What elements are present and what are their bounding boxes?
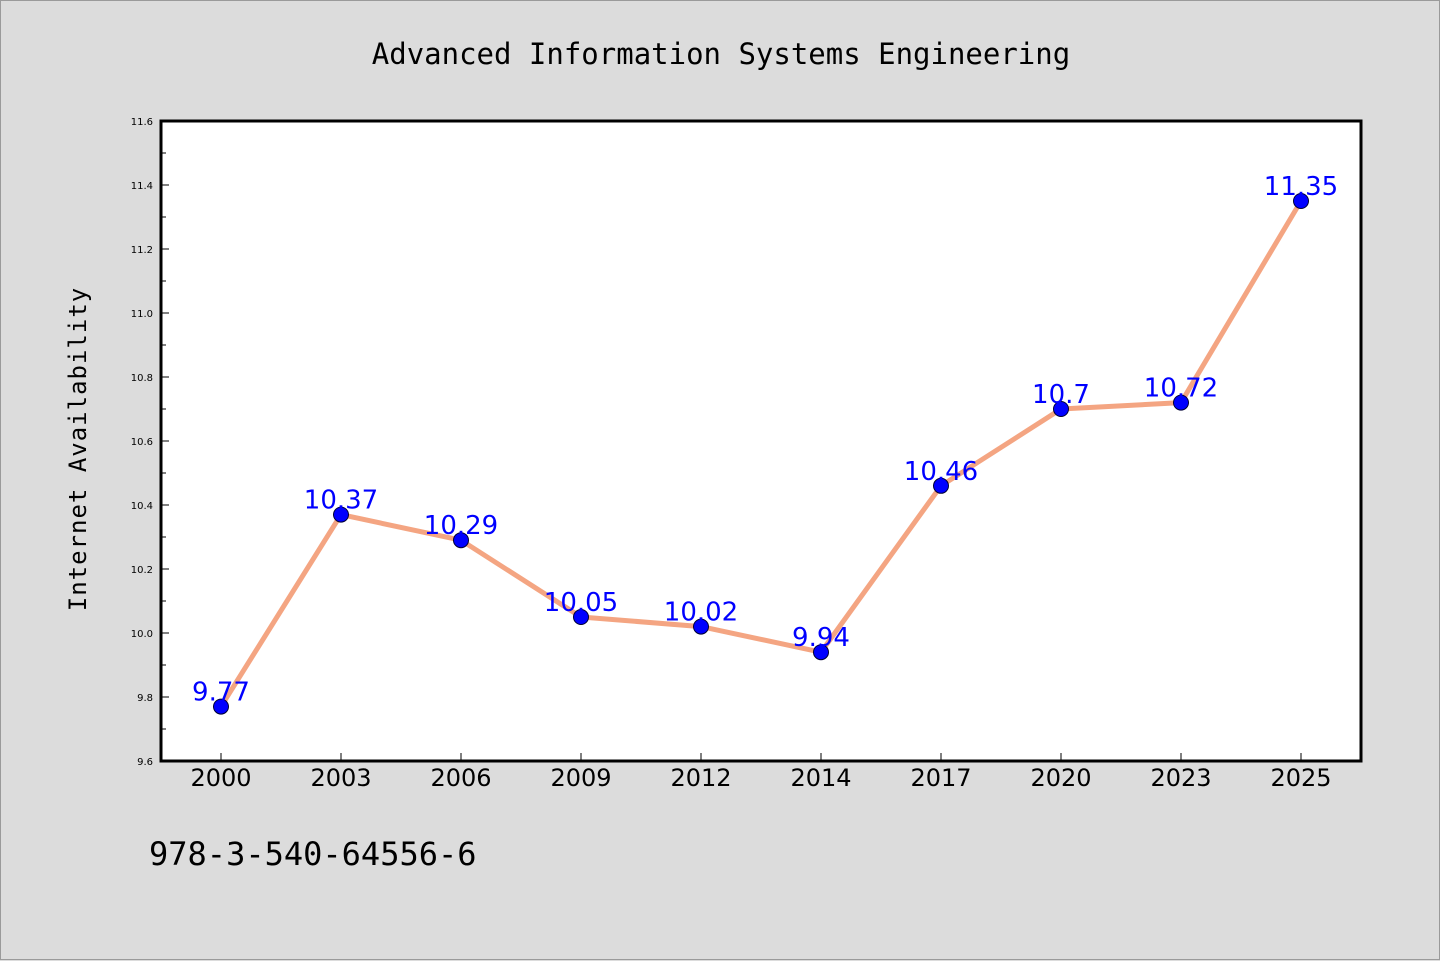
y-axis-label: Internet Availability bbox=[64, 287, 92, 611]
data-point-label: 10.72 bbox=[1144, 374, 1218, 404]
x-tick-label: 2023 bbox=[1150, 764, 1211, 792]
y-tick-label: 10.6 bbox=[131, 437, 153, 448]
x-tick-label: 2009 bbox=[550, 764, 611, 792]
data-point-marker bbox=[213, 698, 229, 715]
data-point-label: 11.35 bbox=[1264, 172, 1338, 202]
data-point-label: 9.94 bbox=[792, 623, 850, 653]
data-point-marker bbox=[1293, 193, 1309, 209]
y-tick-label: 9.8 bbox=[137, 693, 153, 704]
x-tick-label: 2006 bbox=[430, 764, 491, 792]
data-point-label: 10.7 bbox=[1032, 380, 1090, 410]
x-tick-label: 2012 bbox=[670, 764, 731, 792]
data-point-marker bbox=[573, 609, 589, 625]
data-point-label: 10.29 bbox=[424, 511, 498, 541]
x-tick-label: 2000 bbox=[190, 764, 251, 792]
series-line-group: 9.77 10.37 10.29 10.05 10.02 9.94 10.46 10.7 10.… bbox=[192, 172, 1338, 715]
x-tick-label: 2017 bbox=[910, 764, 971, 792]
x-axis: 2000 2003 2006 2009 2012 2014 2017 2020 2023 2025 bbox=[190, 753, 1332, 792]
data-point-marker bbox=[1053, 401, 1069, 417]
data-point-marker bbox=[333, 506, 349, 523]
y-tick-label: 10.2 bbox=[131, 565, 153, 576]
y-tick-label: 11.0 bbox=[131, 309, 153, 320]
y-tick-label: 11.6 bbox=[131, 117, 153, 128]
y-tick-label: 11.2 bbox=[131, 245, 153, 256]
data-point-marker bbox=[813, 644, 829, 661]
y-axis: 9.6 9.8 10.0 10.2 10.4 10.6 10.8 11.0 11.2 11.4 11… bbox=[131, 117, 169, 768]
data-point-marker bbox=[1173, 394, 1189, 411]
footer-isbn-text: 978-3-540-64556-6 bbox=[149, 835, 477, 873]
y-tick-label: 10.0 bbox=[131, 629, 153, 640]
y-tick-label: 9.6 bbox=[137, 757, 153, 768]
x-tick-label: 2003 bbox=[310, 764, 371, 792]
series-line bbox=[218, 199, 1304, 708]
data-point-marker bbox=[453, 532, 469, 549]
x-tick-label: 2025 bbox=[1270, 764, 1331, 792]
x-tick-label: 2014 bbox=[790, 764, 851, 792]
plot-area bbox=[159, 119, 1363, 763]
data-point-label: 9.77 bbox=[192, 678, 250, 708]
data-point-label: 10.46 bbox=[904, 457, 978, 487]
y-tick-label: 11.4 bbox=[131, 181, 153, 192]
y-tick-label: 10.8 bbox=[131, 373, 153, 384]
data-point-marker bbox=[933, 477, 949, 494]
y-tick-label: 10.4 bbox=[131, 501, 153, 512]
data-point-marker bbox=[693, 618, 709, 635]
data-point-label: 10.05 bbox=[544, 588, 618, 618]
chart-title: Advanced Information Systems Engineering bbox=[372, 37, 1070, 71]
x-tick-label: 2020 bbox=[1030, 764, 1091, 792]
data-point-label: 10.37 bbox=[304, 486, 378, 516]
data-point-label: 10.02 bbox=[664, 598, 738, 628]
